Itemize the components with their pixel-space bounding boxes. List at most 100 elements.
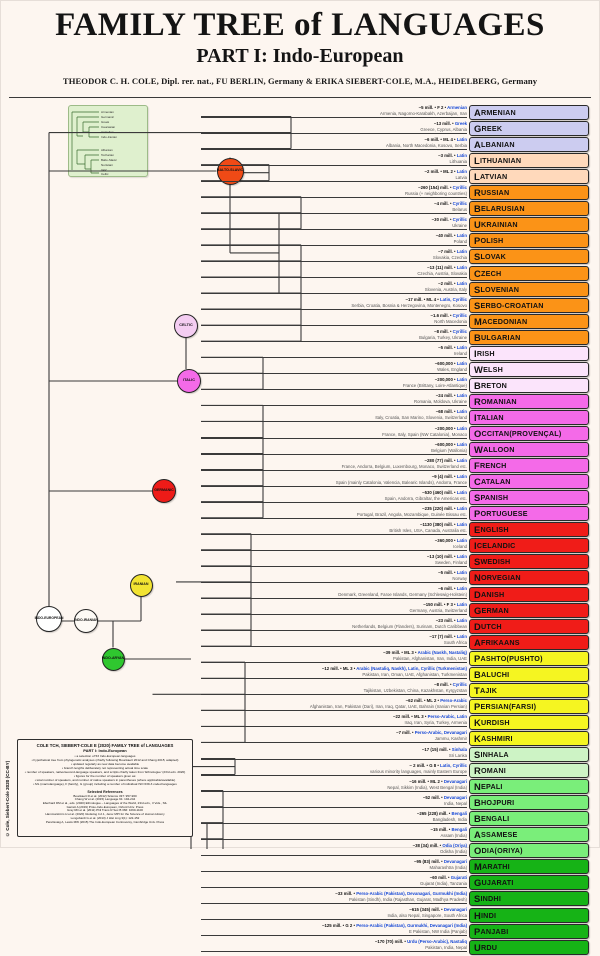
language-row: ~200,000 • Latin France, Italy, Spain (NW… bbox=[1, 426, 600, 442]
speaker-count-annotation: ~17 (7) mill. • Latin bbox=[429, 634, 467, 640]
region-annotation: Wales, England bbox=[437, 367, 467, 373]
language-bar[interactable]: G ERMAN bbox=[469, 602, 589, 618]
language-bar[interactable]: W ELSH bbox=[469, 361, 589, 377]
language-bar[interactable]: I CELANDIC bbox=[469, 538, 589, 554]
credits-bullet: • total number of speakers, and number o… bbox=[34, 777, 176, 782]
language-row: ~13 (11) mill. • Latin Czechia, Austria, … bbox=[1, 265, 600, 282]
language-bar[interactable]: U KRAINIAN bbox=[469, 217, 589, 233]
region-annotation: North Macedonia bbox=[434, 319, 467, 325]
language-bar[interactable]: C ZECH bbox=[469, 265, 589, 281]
language-bar[interactable]: M ACEDONIAN bbox=[469, 313, 589, 329]
language-bar[interactable]: E NGLISH bbox=[469, 522, 589, 538]
region-annotation: Russia (+ neighboring countries) bbox=[405, 190, 467, 196]
region-annotation: Albania, North Macedonia, Kosovo, Serbia bbox=[386, 142, 467, 148]
language-bar[interactable]: S LOVAK bbox=[469, 249, 589, 265]
language-bar[interactable]: R OMANIAN bbox=[469, 393, 589, 409]
language-bar[interactable]: G UJARATI bbox=[469, 875, 589, 891]
language-bar[interactable]: O CCITAN (PROVENÇAL) bbox=[469, 426, 589, 441]
row-leader-line bbox=[201, 886, 467, 888]
language-row: ~260 (154) mill. • Cyrillic Russia (+ nei… bbox=[1, 185, 600, 201]
language-bar[interactable]: A RMENIAN bbox=[469, 105, 589, 120]
language-row: ~360,000 • Latin Iceland I CELANDIC bbox=[1, 538, 600, 554]
tree-node-celtic[interactable]: CELTIC bbox=[174, 314, 198, 338]
language-bar[interactable]: B ULGARIAN bbox=[469, 329, 589, 345]
language-bar[interactable]: W ALLOON bbox=[469, 442, 589, 458]
language-bar[interactable]: R OMANI bbox=[469, 763, 589, 779]
language-bar[interactable]: U RDU bbox=[469, 939, 589, 955]
language-bar[interactable]: D UTCH bbox=[469, 618, 589, 634]
references-list: Bouckaert R et al. (2012) Science 337: 9… bbox=[22, 794, 188, 825]
tree-node-indo-aryan[interactable]: INDO- ARYAN bbox=[101, 647, 125, 671]
language-row: ~615 (345) mill. • Devanagari India, also… bbox=[1, 907, 600, 924]
language-bar[interactable]: M ARATHI bbox=[469, 859, 589, 875]
language-bar[interactable]: A FRIKAANS bbox=[469, 634, 589, 650]
language-bar[interactable]: S PANISH bbox=[469, 490, 589, 506]
speaker-count-annotation: ~5 mill. • Latin bbox=[438, 345, 467, 351]
region-annotation: Belarus bbox=[452, 206, 467, 212]
language-bar[interactable]: P ASHTO (PUSHTO) bbox=[469, 650, 589, 666]
speaker-count-annotation: ~15 mill. • Bengali bbox=[430, 826, 467, 832]
svg-text:Tocharian: Tocharian bbox=[101, 153, 114, 157]
language-bar[interactable]: S WEDISH bbox=[469, 554, 589, 570]
tree-node-balto-slavic[interactable]: BALTO- SLAVIC bbox=[216, 157, 244, 185]
tree-node-italic[interactable]: ITALIC bbox=[177, 369, 201, 393]
language-bar[interactable]: B ELARUSIAN bbox=[469, 201, 589, 217]
language-row: ~6 mill. • Latin Denmark, Greenland, Faro… bbox=[1, 586, 600, 603]
row-leader-line bbox=[201, 806, 467, 808]
row-leader-line bbox=[201, 822, 467, 824]
language-bar[interactable]: H INDI bbox=[469, 907, 589, 923]
language-bar[interactable]: S ERBO-CROATIAN bbox=[469, 297, 589, 313]
language-bar[interactable]: A LBANIAN bbox=[469, 137, 589, 153]
language-bar[interactable]: B HOJPURI bbox=[469, 795, 589, 811]
row-leader-line bbox=[201, 662, 467, 664]
language-bar[interactable]: B RETON bbox=[469, 377, 589, 393]
language-bar[interactable]: P ORTUGUESE bbox=[469, 506, 589, 522]
tree-node-iranian[interactable]: IRANIAN bbox=[129, 573, 153, 597]
language-bar[interactable]: F RENCH bbox=[469, 458, 589, 474]
language-bar[interactable]: A SSAMESE bbox=[469, 827, 589, 843]
language-bar[interactable]: L ITHUANIAN bbox=[469, 153, 589, 169]
language-bar[interactable]: B ENGALI bbox=[469, 811, 589, 827]
language-bar[interactable]: P ANJABI bbox=[469, 923, 589, 939]
region-annotation: Germany, Austria, Switzerland bbox=[409, 608, 467, 614]
language-bar[interactable]: I TALIAN bbox=[469, 409, 589, 425]
language-bar[interactable]: L ATVIAN bbox=[469, 169, 589, 185]
row-leader-line bbox=[201, 517, 467, 519]
language-bar[interactable]: T AJIK bbox=[469, 682, 589, 698]
language-bar[interactable]: G REEK bbox=[469, 121, 589, 137]
language-bar[interactable]: K URDISH bbox=[469, 714, 589, 730]
row-leader-line bbox=[201, 646, 467, 648]
region-annotation: various minority languages, mainly Easte… bbox=[370, 768, 467, 774]
language-bar[interactable]: O DIA (ORIYA) bbox=[469, 843, 589, 859]
language-bar[interactable]: R USSIAN bbox=[469, 185, 589, 201]
tree-node-indo-iranian[interactable]: INDO- IRANIAN bbox=[74, 609, 98, 633]
language-bar[interactable]: C ATALAN bbox=[469, 474, 589, 490]
language-bar[interactable]: S INDHI bbox=[469, 891, 589, 907]
region-annotation: Poland bbox=[453, 238, 467, 244]
row-leader-line bbox=[201, 758, 467, 760]
language-bar[interactable]: P ERSIAN (FARSI) bbox=[469, 698, 589, 714]
credits-box: COLE TCH, SIEBERT-COLE E (2020) FAMILY T… bbox=[17, 739, 193, 837]
row-leader-line bbox=[201, 742, 467, 744]
language-bar[interactable]: S LOVENIAN bbox=[469, 281, 589, 297]
language-row: ~530 (460) mill. • Latin Spain, Andorra, … bbox=[1, 490, 600, 506]
tree-node-indo-european[interactable]: INDO- EUROPEAN bbox=[35, 606, 63, 632]
row-leader-line bbox=[201, 164, 467, 166]
row-leader-line bbox=[201, 469, 467, 471]
language-bar[interactable]: S INHALA bbox=[469, 747, 589, 762]
region-annotation: Pakistan, Afghanistan, Iran, India, UAE bbox=[392, 656, 467, 662]
language-bar[interactable]: I RISH bbox=[469, 345, 589, 361]
language-bar[interactable]: D ANISH bbox=[469, 586, 589, 602]
row-leader-line bbox=[201, 870, 467, 872]
language-bar[interactable]: P OLISH bbox=[469, 233, 589, 249]
credits-subtitle: PART I: Indo-European bbox=[83, 748, 127, 754]
region-annotation: Lithuania bbox=[449, 158, 467, 164]
row-leader-line bbox=[201, 501, 467, 503]
language-bar[interactable]: N EPALI bbox=[469, 779, 589, 795]
language-bar[interactable]: B ALUCHI bbox=[469, 666, 589, 682]
tree-node-germanic[interactable]: GERMANIC bbox=[152, 479, 176, 503]
speaker-count-annotation: ~13 (10) mill. • Latin bbox=[426, 553, 467, 559]
language-bar[interactable]: K ASHMIRI bbox=[469, 730, 589, 746]
speaker-count-annotation: ~530 (460) mill. • Latin bbox=[422, 489, 467, 495]
language-bar[interactable]: N ORVEGIAN bbox=[469, 570, 589, 586]
